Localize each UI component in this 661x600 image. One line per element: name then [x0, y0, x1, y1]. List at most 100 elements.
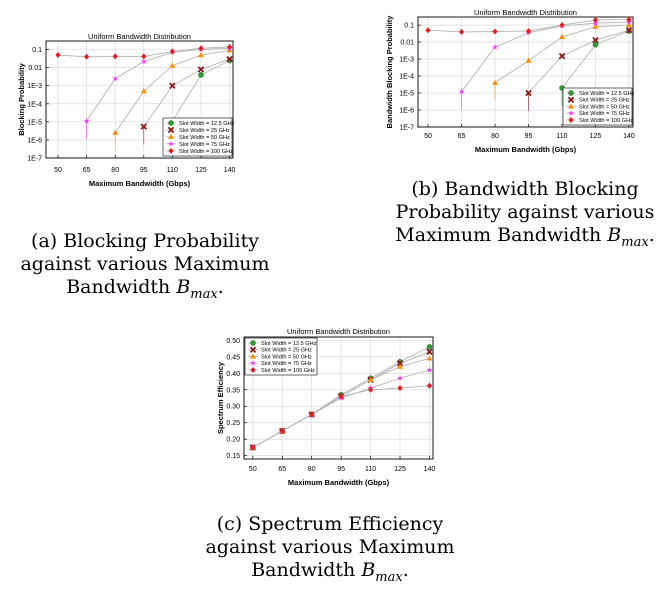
x-tick-label: 80: [111, 167, 119, 174]
data-point: [458, 88, 465, 95]
legend-marker: [567, 96, 575, 103]
x-tick-label: 140: [623, 133, 635, 140]
y-axis-label: Blocking Probability: [17, 62, 26, 135]
data-point: [169, 48, 175, 55]
data-point: [197, 66, 205, 73]
legend-marker: [250, 353, 256, 359]
legend-marker: [168, 120, 174, 126]
data-point: [426, 382, 433, 389]
series-5: [250, 382, 433, 451]
series-line: [528, 29, 630, 94]
legend-marker: [568, 90, 574, 96]
data-point: [397, 363, 403, 369]
caption-a-symbol: Bmax: [176, 276, 218, 302]
x-axis-label: Maximum Bandwidth (Gbps): [475, 145, 577, 154]
y-tick-label: 0.40: [226, 371, 240, 378]
x-tick-label: 50: [424, 133, 432, 140]
legend-label: Slot Width = 25 GHz: [579, 98, 630, 104]
x-tick-label: 80: [308, 466, 316, 473]
y-tick-label: 0.15: [226, 453, 240, 460]
y-tick-label: 0.35: [226, 387, 240, 394]
data-point: [140, 123, 148, 130]
x-tick-label: 80: [491, 133, 499, 140]
legend-marker: [168, 133, 174, 140]
data-point: [625, 26, 633, 34]
legend-label: Slot Width = 12.5 GHz: [179, 121, 235, 127]
data-point: [626, 16, 632, 23]
data-point: [558, 52, 566, 60]
data-point: [198, 72, 204, 78]
x-tick-label: 65: [278, 466, 286, 473]
caption-c-symbol: Bmax: [361, 559, 403, 585]
legend-label: Slot Width = 50 GHz: [179, 135, 230, 141]
y-tick-label: 0.50: [226, 338, 240, 345]
data-point: [83, 117, 90, 124]
data-point: [140, 58, 147, 65]
x-tick-label: 110: [556, 133, 567, 140]
series-line: [461, 21, 630, 92]
legend-label: Slot Width = 100 GHz: [261, 368, 315, 374]
y-tick-label: 1E-3: [399, 57, 414, 64]
series-2: [525, 26, 633, 112]
x-axis-label: Maximum Bandwidth (Gbps): [288, 478, 390, 487]
y-tick-label: 0.25: [226, 420, 240, 427]
series-2: [140, 55, 233, 145]
data-point: [592, 41, 599, 48]
legend-label: Slot Width = 25 GHz: [179, 128, 230, 134]
x-tick-label: 110: [167, 167, 178, 174]
x-tick-label: 125: [590, 133, 602, 140]
data-point: [426, 355, 433, 361]
y-tick-label: 0.30: [226, 404, 240, 411]
data-point: [592, 23, 599, 29]
data-point: [226, 43, 233, 50]
y-tick-label: 1E-4: [27, 101, 42, 108]
caption-b-text: (b) Bandwidth Blocking Probability again…: [395, 178, 655, 246]
series-line: [143, 58, 230, 127]
caption-a: (a) Blocking Probability against various…: [20, 230, 270, 302]
y-tick-label: 0.45: [226, 354, 240, 361]
data-point: [396, 360, 404, 367]
caption-c-text: (c) Spectrum Efficiency against various …: [205, 513, 455, 581]
legend-marker: [568, 103, 574, 109]
data-point: [226, 55, 233, 63]
y-tick-label: 1E-5: [27, 119, 42, 126]
x-tick-label: 140: [424, 466, 436, 473]
x-tick-label: 140: [224, 167, 236, 174]
series-5: [55, 43, 233, 60]
data-point: [279, 427, 285, 434]
data-point: [492, 28, 498, 35]
data-point: [367, 376, 374, 382]
data-point: [84, 53, 90, 60]
legend-label: Slot Width = 25 GHz: [261, 348, 312, 354]
x-tick-label: 95: [140, 167, 148, 174]
series-5: [425, 16, 632, 35]
legend-marker: [168, 147, 174, 154]
caption-c: (c) Spectrum Efficiency against various …: [205, 513, 455, 585]
y-tick-label: 1E-5: [399, 91, 414, 98]
y-tick-label: 0.20: [226, 437, 240, 444]
chart-3: 0.15 0.20 0.25 0.30 0.35 0.40 0.45 0.50 50 65 80 95…: [216, 327, 435, 487]
x-tick-label: 95: [337, 466, 345, 473]
y-tick-label: 0.01: [28, 65, 42, 72]
data-point: [626, 22, 632, 28]
legend-marker: [249, 346, 257, 353]
data-point: [140, 88, 147, 94]
legend-marker: [250, 366, 256, 373]
data-point: [338, 393, 344, 400]
data-point: [525, 57, 532, 63]
caption-a-text: (a) Blocking Probability against various…: [20, 230, 270, 298]
caption-b: (b) Bandwidth Blocking Probability again…: [395, 178, 655, 250]
data-point: [397, 385, 403, 392]
data-point: [458, 28, 465, 35]
data-point: [592, 36, 599, 44]
series-line: [86, 47, 230, 122]
y-axis-label: Bandwidth Blocking Probability: [385, 15, 394, 129]
legend-label: Slot Width = 12.5 GHz: [579, 91, 635, 97]
data-point: [55, 52, 61, 59]
y-tick-label: 0.1: [32, 47, 42, 54]
chart-title: Uniform Bandwidth Distribution: [88, 32, 191, 41]
data-point: [250, 444, 256, 451]
caption-b-symbol: Bmax: [607, 224, 649, 250]
data-point: [426, 366, 433, 373]
